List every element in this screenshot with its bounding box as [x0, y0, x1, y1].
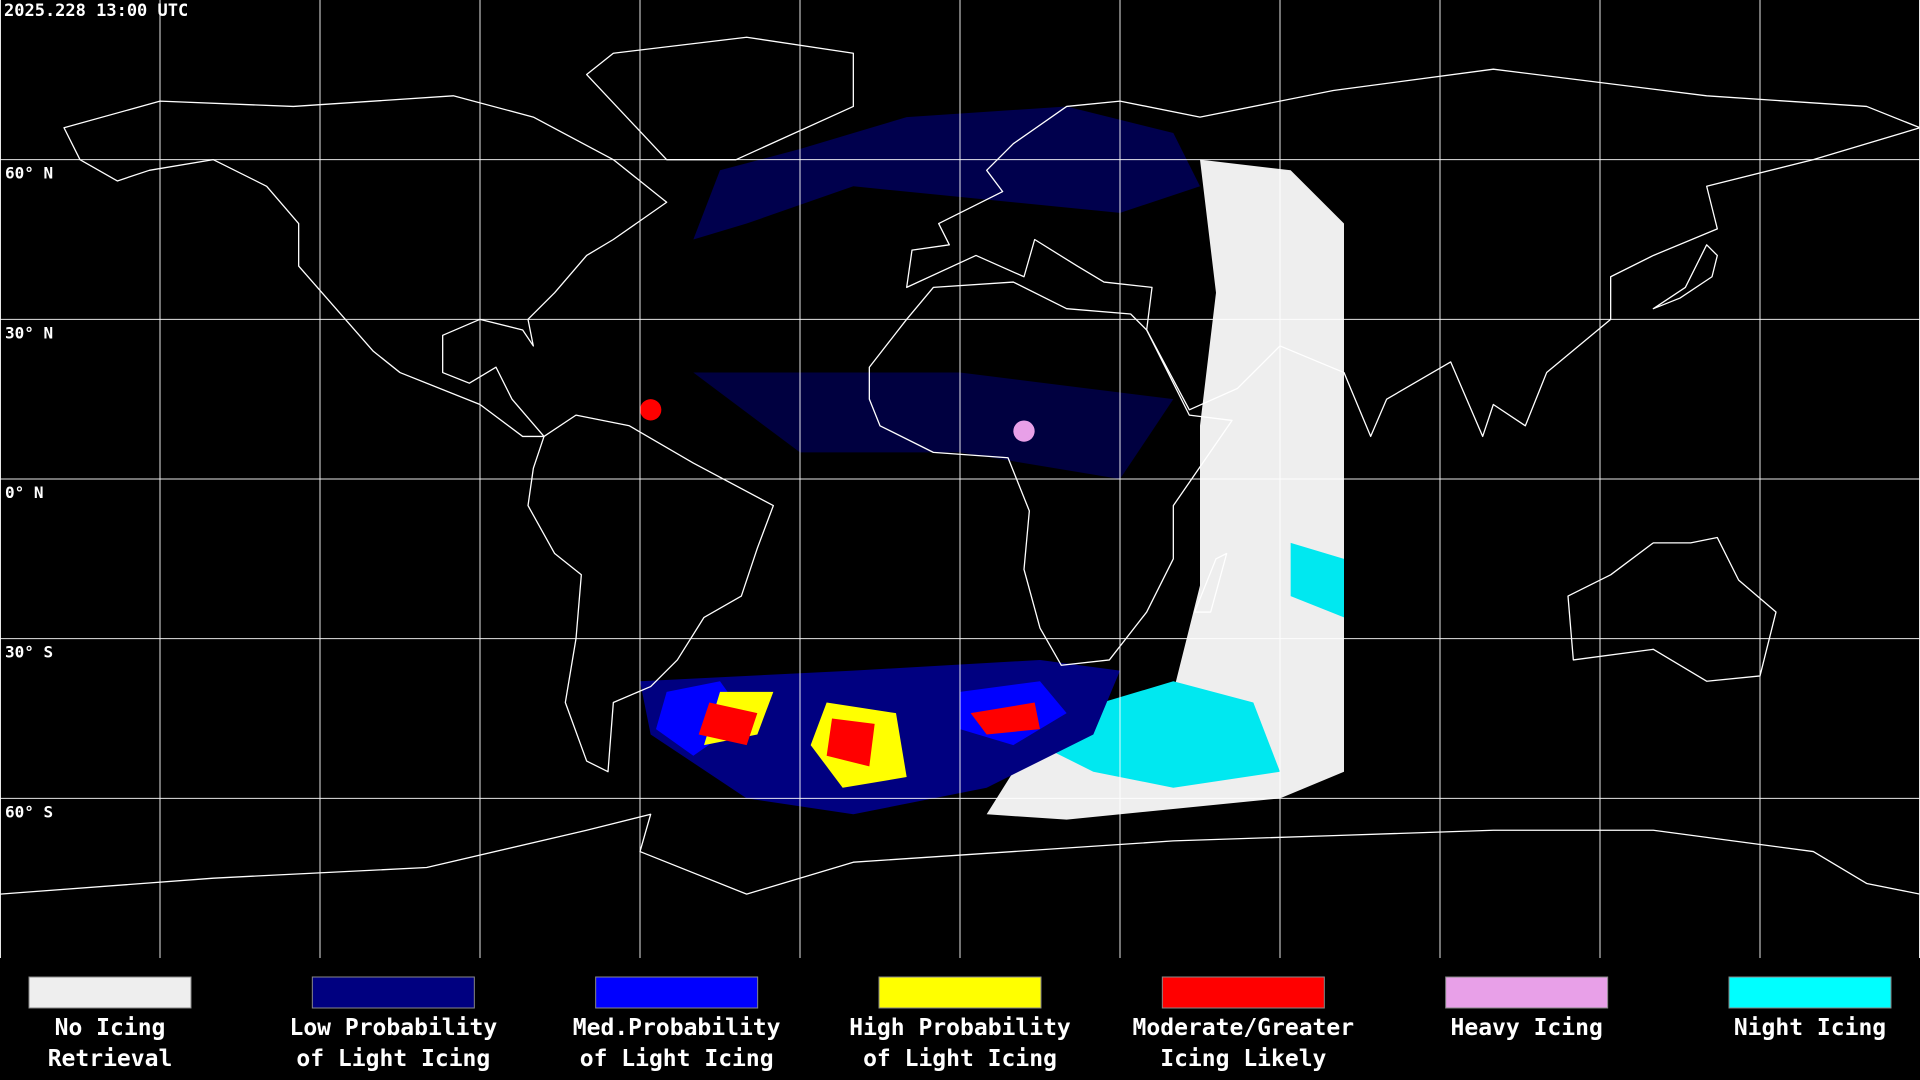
- moderate-icing-area: [640, 399, 662, 421]
- timestamp: 2025.228 13:00 UTC: [4, 1, 188, 21]
- legend-label: Retrieval: [48, 1046, 173, 1072]
- legend: No Icing Retrieval Low Probability of Light…: [28, 976, 1892, 1072]
- legend-label: of Light Icing: [580, 1046, 774, 1072]
- latitude-label: 60° N: [5, 164, 53, 183]
- latitude-label: 30° S: [5, 643, 53, 662]
- no-icing-area: [986, 159, 1344, 820]
- coastline: [907, 69, 1920, 436]
- coastline: [0, 814, 1920, 894]
- moderate-icing-area: [970, 702, 1040, 735]
- heavy-icing-area: [1013, 420, 1035, 442]
- moderate-icing-area: [826, 718, 875, 767]
- coastline: [64, 96, 667, 437]
- legend-label: No Icing: [55, 1015, 166, 1041]
- coastline: [1568, 538, 1776, 682]
- latitude-label: 60° S: [5, 802, 53, 821]
- latitude-label: 30° N: [5, 323, 53, 342]
- legend-label: of Light Icing: [863, 1046, 1057, 1072]
- legend-label: Low Probability: [289, 1015, 497, 1041]
- legend-label: Heavy Icing: [1451, 1015, 1603, 1041]
- legend-label: Night Icing: [1734, 1015, 1886, 1041]
- legend-swatch: [1728, 976, 1892, 1009]
- legend-swatch: [28, 976, 192, 1009]
- night-icing-area: [1290, 542, 1344, 618]
- coastline: [1653, 245, 1717, 309]
- legend-label: Icing Likely: [1160, 1046, 1326, 1072]
- legend-label: of Light Icing: [296, 1046, 490, 1072]
- legend-swatch: [1161, 976, 1325, 1009]
- coastline: [528, 415, 773, 772]
- legend-swatch: [595, 976, 759, 1009]
- legend-label: Moderate/Greater: [1133, 1015, 1355, 1041]
- legend-label: High Probability: [849, 1015, 1071, 1041]
- legend-swatch: [1445, 976, 1609, 1009]
- low-icing-area: [693, 106, 1200, 240]
- legend-label: Med.Probability: [573, 1015, 781, 1041]
- moderate-icing-area: [698, 702, 758, 746]
- legend-swatch: [311, 976, 475, 1009]
- latitude-label: 0° N: [5, 483, 44, 502]
- coastline: [1195, 554, 1227, 613]
- coastline: [869, 282, 1232, 665]
- legend-swatch: [878, 976, 1042, 1009]
